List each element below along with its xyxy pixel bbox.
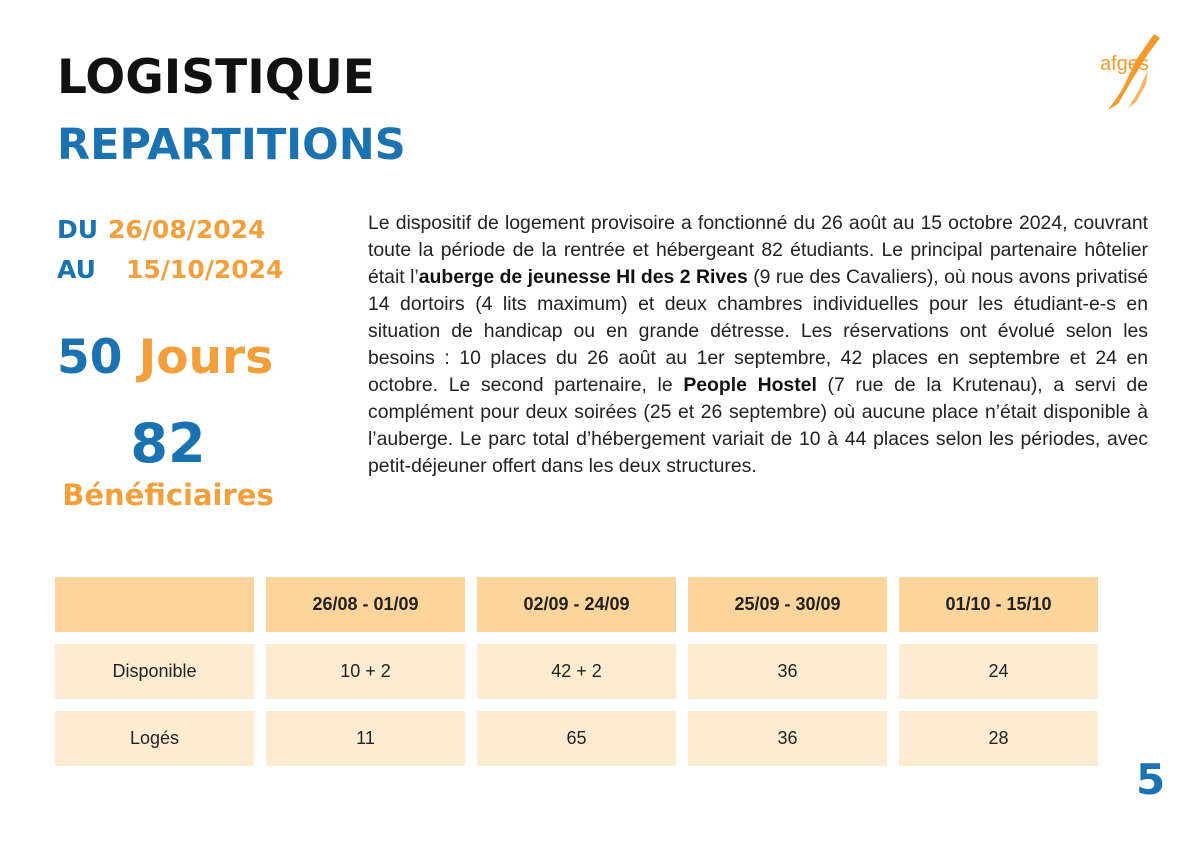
header-cell: 01/10 - 15/10 <box>899 577 1098 632</box>
beneficiaries-label: Bénéficiaires <box>62 478 274 512</box>
table-cell: 24 <box>899 644 1098 699</box>
days-number: 50 <box>57 330 123 385</box>
page-number: 5 <box>1136 755 1166 804</box>
logo: afges <box>1100 34 1160 110</box>
text: (9 rue des Cavaliers), où nous avons pri… <box>368 266 1149 396</box>
title: LOGISTIQUE <box>57 50 375 105</box>
header-cell: 26/08 - 01/09 <box>266 577 465 632</box>
to-date: 15/10/2024 <box>126 255 284 284</box>
table-cell: 36 <box>688 644 887 699</box>
days: 50 Jours <box>57 330 273 385</box>
beneficiaries-number: 82 <box>130 412 206 475</box>
table: 26/08 - 01/09 02/09 - 24/09 25/09 - 30/09 0… <box>55 577 1098 766</box>
header-cell: 25/09 - 30/09 <box>688 577 887 632</box>
table-cell: 65 <box>477 711 676 766</box>
logo-text: afges <box>1100 53 1149 75</box>
paragraph: Le dispositif de logement provisoire a f… <box>368 210 1148 480</box>
table-cell: 42 + 2 <box>477 644 676 699</box>
table-cell: 11 <box>266 711 465 766</box>
from-label: DU <box>57 215 99 244</box>
table-cell: 28 <box>899 711 1098 766</box>
bold-text: auberge de jeunesse HI des 2 Rives <box>418 266 748 288</box>
text: Le dispositif de logement provisoire a f… <box>368 212 1148 288</box>
from-date: 26/08/2024 <box>108 215 266 244</box>
header-cell <box>55 577 254 632</box>
days-label: Jours <box>138 330 274 385</box>
subtitle: REPARTITIONS <box>57 120 406 170</box>
table-cell: Disponible <box>55 644 254 699</box>
header-cell: 02/09 - 24/09 <box>477 577 676 632</box>
bold-text: People Hostel <box>683 374 817 396</box>
text: (7 rue de la Krutenau), a servi de compl… <box>368 374 1148 477</box>
table-cell: 36 <box>688 711 887 766</box>
table-cell: Logés <box>55 711 254 766</box>
table-cell: 10 + 2 <box>266 644 465 699</box>
to-label: AU <box>57 255 96 284</box>
